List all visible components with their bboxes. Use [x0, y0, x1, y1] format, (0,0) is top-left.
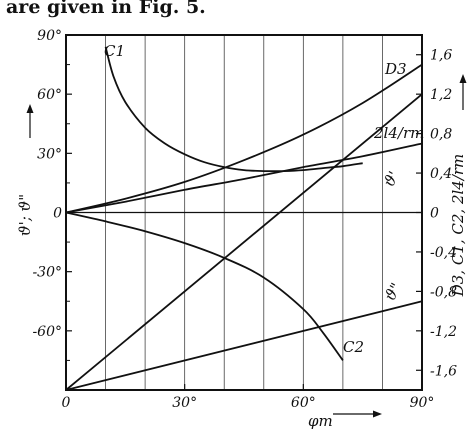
- series-label-c2: C2: [343, 338, 364, 356]
- series-line-2l4rm: [65, 142, 423, 214]
- series-label-c1: C1: [104, 42, 125, 60]
- y-right-tick-label: 1,2: [430, 87, 452, 103]
- y-right-tick-label: -0,4: [430, 245, 457, 261]
- y-right-tick-label: -0,8: [430, 284, 457, 300]
- x-tick-label: 30°: [172, 395, 197, 411]
- series-label-theta-double-prime: ϑ": [381, 280, 405, 304]
- series-line-d3: [65, 63, 423, 214]
- series-label-2l4rm: 2l4/rm: [373, 124, 424, 142]
- left-axis-label: ϑ'; ϑ": [16, 194, 34, 236]
- right-axis-arrowhead: [459, 74, 467, 83]
- x-tick-label: 0: [62, 395, 71, 411]
- y-left-tick-label: 60°: [37, 87, 62, 103]
- y-right-tick-label: 0: [430, 206, 439, 222]
- series-line-c1: [104, 46, 363, 173]
- y-left-tick-label: -60°: [32, 324, 62, 340]
- series-label-d3: D3: [384, 60, 407, 78]
- x-tick-label: 60°: [291, 395, 316, 411]
- series-line-c2: [65, 211, 344, 361]
- y-left-tick-label: 30°: [37, 146, 62, 162]
- series-line-theta: [65, 300, 423, 391]
- y-left-tick-label: 90°: [37, 28, 62, 44]
- x-axis-arrowhead: [373, 410, 382, 418]
- header-text: are given in Fig. 5.: [6, 0, 206, 18]
- series: [65, 46, 423, 391]
- y-right-tick-label: -1,6: [430, 363, 457, 379]
- y-left-tick-label: 0: [53, 206, 62, 222]
- ticks: 90° 60° 30° 0 -30° -60° 1,6 1,2 0,8 0,4 0 -0,4 -0,8 -…: [32, 28, 457, 411]
- y-left-tick-label: -30°: [32, 265, 62, 281]
- left-axis-arrowhead: [26, 104, 34, 113]
- x-axis-label: φm: [308, 412, 333, 430]
- series-line-theta: [65, 93, 423, 391]
- series-label-theta-prime: ϑ': [380, 168, 403, 190]
- x-tick-label: 90°: [410, 395, 435, 411]
- y-right-tick-label: 1,6: [430, 48, 452, 64]
- y-right-tick-label: 0,8: [430, 127, 452, 143]
- y-right-tick-label: 0,4: [430, 166, 452, 182]
- right-axis-label: D3, C1, C2, 2l4/rm: [449, 154, 467, 298]
- y-right-tick-label: -1,2: [430, 324, 457, 340]
